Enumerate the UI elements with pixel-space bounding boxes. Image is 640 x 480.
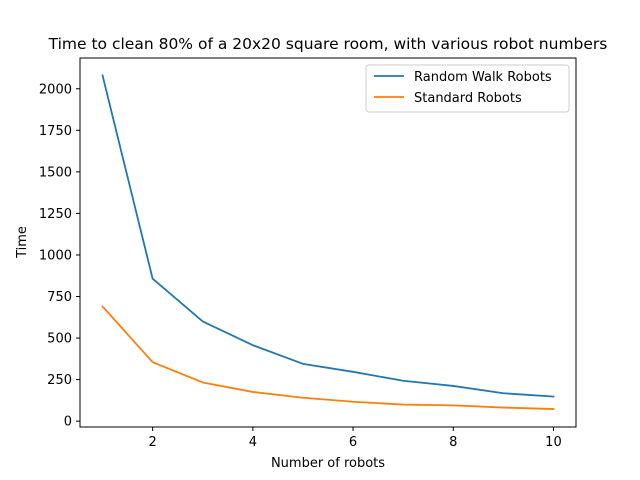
x-tick-label: 10 bbox=[545, 435, 562, 450]
y-tick-label: 1000 bbox=[39, 248, 72, 263]
x-tick-label: 6 bbox=[349, 435, 357, 450]
plot-area bbox=[80, 58, 576, 427]
legend-label-random-walk: Random Walk Robots bbox=[414, 70, 552, 85]
series-lines bbox=[101, 74, 555, 410]
y-tick-label: 1500 bbox=[39, 165, 72, 180]
x-tick-label: 2 bbox=[149, 435, 157, 450]
y-tick-label: 750 bbox=[47, 290, 72, 305]
y-axis-label: Time bbox=[15, 226, 30, 259]
y-tick-label: 1250 bbox=[39, 207, 72, 222]
y-tick-label: 2000 bbox=[39, 82, 72, 97]
y-tick-label: 500 bbox=[47, 332, 72, 347]
y-axis-ticks: 0 250 500 750 1000 1250 1500 1750 2000 bbox=[39, 82, 80, 430]
y-tick-label: 250 bbox=[47, 373, 72, 388]
legend: Random Walk Robots Standard Robots bbox=[365, 64, 570, 113]
legend-box bbox=[365, 64, 570, 113]
y-tick-label: 1750 bbox=[39, 124, 72, 139]
series-line-standard bbox=[101, 305, 555, 410]
x-tick-label: 4 bbox=[249, 435, 257, 450]
legend-label-standard: Standard Robots bbox=[414, 91, 522, 106]
series-line-random-walk bbox=[101, 74, 555, 398]
y-tick-label: 0 bbox=[64, 415, 72, 430]
plot-frame bbox=[79, 57, 577, 428]
x-axis-ticks: 2 4 6 8 10 bbox=[149, 427, 562, 450]
chart-title: Time to clean 80% of a 20x20 square room… bbox=[48, 35, 608, 53]
x-tick-label: 8 bbox=[449, 435, 457, 450]
x-axis-label: Number of robots bbox=[271, 456, 385, 471]
